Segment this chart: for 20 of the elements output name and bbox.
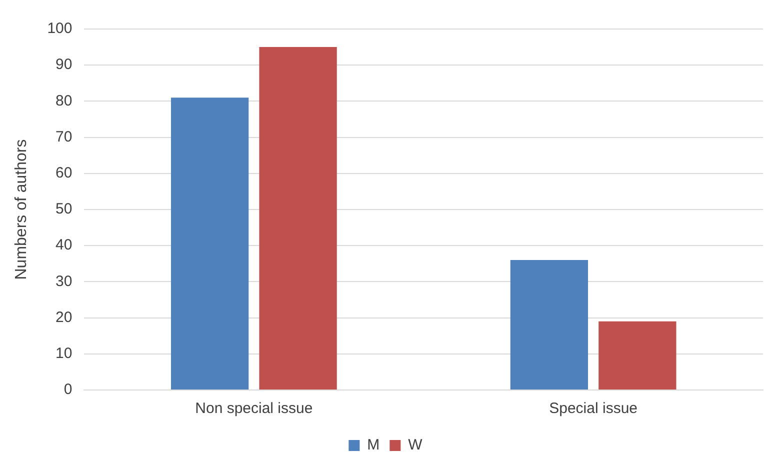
y-tick-label: 60 bbox=[56, 164, 72, 182]
y-tick-label: 100 bbox=[47, 20, 72, 38]
y-tick-label: 90 bbox=[56, 56, 72, 74]
y-tick-label: 50 bbox=[56, 200, 72, 218]
bar bbox=[170, 98, 249, 390]
y-tick-label: 0 bbox=[64, 381, 72, 398]
bar bbox=[598, 321, 676, 390]
bar bbox=[510, 260, 588, 390]
y-tick-label: 80 bbox=[56, 92, 72, 110]
y-tick-label: 40 bbox=[56, 236, 72, 254]
x-tick-label: Non special issue bbox=[195, 400, 313, 418]
x-tick-label: Special issue bbox=[549, 400, 638, 418]
legend-label: M bbox=[367, 436, 380, 454]
y-tick-label: 10 bbox=[56, 345, 72, 362]
y-tick-label: 30 bbox=[56, 272, 72, 290]
y-axis-title: Numbers of authors bbox=[13, 139, 30, 280]
bar bbox=[259, 47, 337, 390]
legend-label: W bbox=[408, 436, 424, 454]
y-tick-label: 20 bbox=[56, 308, 72, 326]
y-tick-label: 70 bbox=[56, 128, 72, 146]
